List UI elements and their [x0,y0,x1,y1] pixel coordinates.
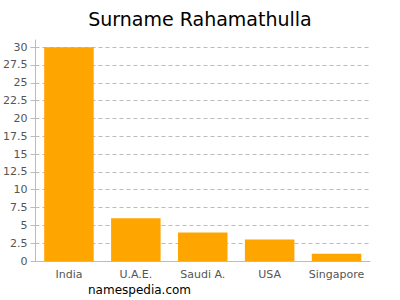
svg-text:India: India [55,268,82,281]
svg-text:17.5: 17.5 [3,130,28,143]
svg-text:25: 25 [13,76,27,89]
svg-text:Surname Rahamathulla: Surname Rahamathulla [88,8,312,30]
svg-text:22.5: 22.5 [3,94,28,107]
svg-text:27.5: 27.5 [3,58,28,71]
svg-text:10: 10 [13,183,27,196]
svg-text:2.5: 2.5 [10,237,28,250]
svg-text:15: 15 [13,148,27,161]
svg-text:namespedia.com: namespedia.com [88,283,191,297]
svg-text:12.5: 12.5 [3,165,28,178]
svg-text:Saudi A.: Saudi A. [180,268,225,281]
svg-text:30: 30 [13,41,27,54]
svg-text:7.5: 7.5 [10,201,28,214]
svg-text:0: 0 [20,255,27,268]
svg-text:U.A.E.: U.A.E. [119,268,152,281]
svg-text:Singapore: Singapore [309,268,365,281]
svg-text:20: 20 [13,112,27,125]
svg-text:5: 5 [20,219,27,232]
svg-text:USA: USA [258,268,281,281]
